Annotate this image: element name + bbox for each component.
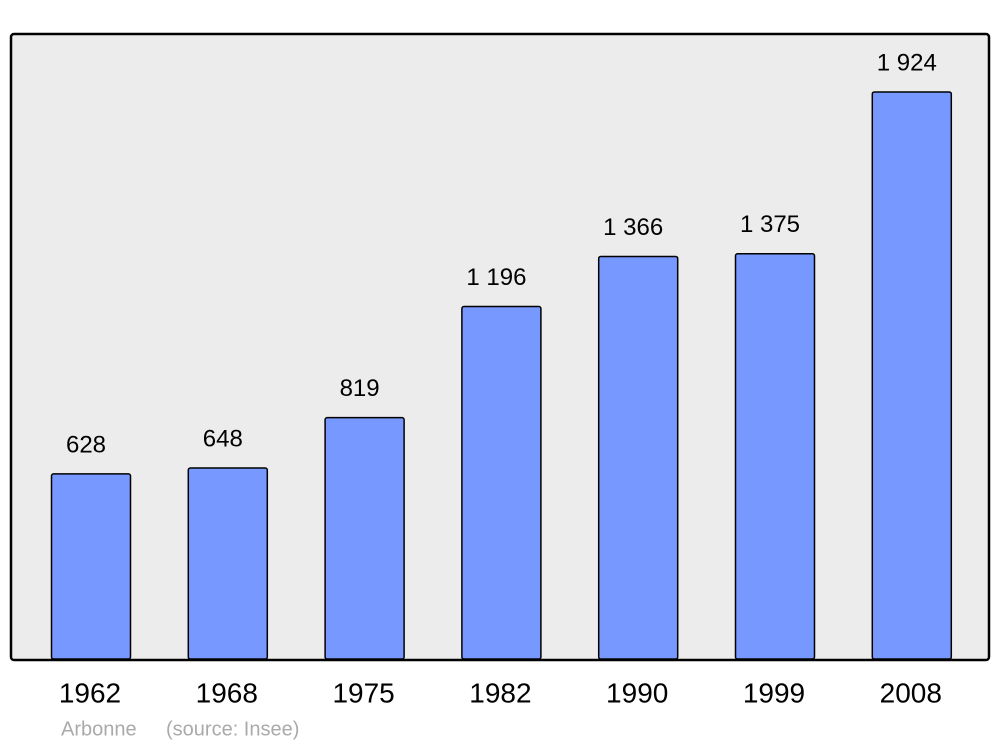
footer-place: Arbonne	[61, 718, 137, 740]
bar	[187, 467, 269, 660]
x-tick-label: 1982	[469, 677, 531, 708]
value-label: 1 366	[603, 214, 663, 241]
x-tick-label: 1975	[332, 677, 394, 708]
value-label: 648	[203, 425, 243, 452]
value-label: 628	[66, 431, 106, 458]
x-tick-label: 2008	[880, 677, 942, 708]
bar	[324, 416, 405, 660]
x-tick-label: 1999	[743, 677, 805, 708]
bar	[597, 255, 679, 660]
value-label: 819	[340, 375, 380, 402]
bar	[871, 91, 953, 660]
x-tick-label: 1990	[606, 677, 668, 708]
bar	[734, 253, 816, 660]
x-tick-label: 1962	[59, 677, 121, 708]
value-label: 1 196	[466, 264, 526, 291]
bar	[50, 473, 132, 660]
x-tick-label: 1968	[196, 677, 258, 708]
bar	[461, 305, 542, 660]
value-label: 1 375	[740, 211, 800, 238]
value-label: 1 924	[877, 49, 937, 76]
footer-source: (source: Insee)	[166, 718, 299, 740]
